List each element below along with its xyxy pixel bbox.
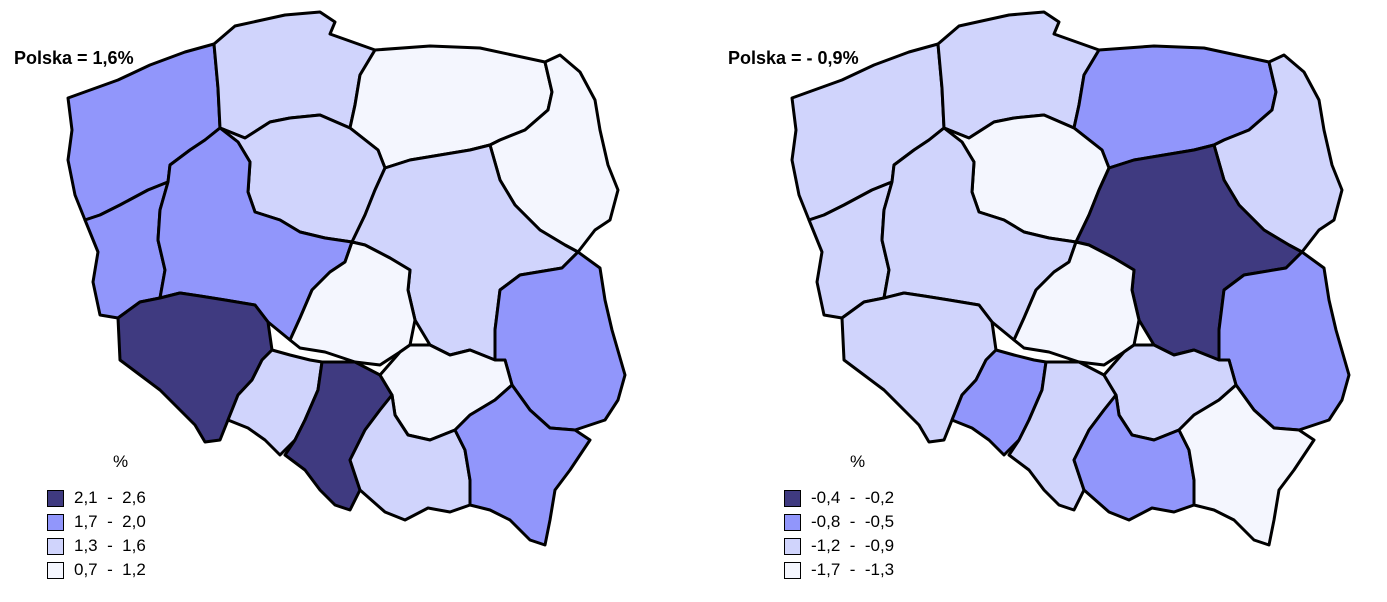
right-choropleth-map [790, 10, 1351, 547]
legend-item: -1,7 - -1,3 [784, 558, 1004, 582]
legend-swatch [784, 561, 801, 579]
legend-items: -0,4 - -0,2 -0,8 - -0,5 -1,2 - -0,9 -1,7… [784, 486, 1004, 582]
legend-item: -0,8 - -0,5 [784, 510, 1004, 534]
legend-item: 1,7 - 2,0 [47, 510, 267, 534]
legend-item: -1,2 - -0,9 [784, 534, 1004, 558]
region-podkarpackie [453, 383, 592, 547]
legend-swatch [47, 489, 64, 507]
legend-label: -0,4 - -0,2 [811, 488, 895, 507]
region-podkarpackie [1177, 383, 1316, 547]
legend-label: -1,2 - -0,9 [811, 536, 895, 555]
legend-label: 2,1 - 2,6 [74, 488, 146, 507]
legend-unit: % [850, 452, 866, 471]
legend-item: -0,4 - -0,2 [784, 486, 1004, 510]
region-lodzkie [1012, 240, 1141, 367]
country-average-label: Polska = 1,6% [14, 48, 134, 68]
legend-label: 0,7 - 1,2 [74, 560, 146, 579]
right-map-panel: Polska = - 0,9% % -0,4 - -0,2 -0,8 - -0,… [694, 0, 1387, 602]
region-opolskie [950, 348, 1048, 457]
legend-swatch [47, 561, 64, 579]
legend-item: 0,7 - 1,2 [47, 558, 267, 582]
region-malopolskie [348, 393, 472, 522]
legend-unit: % [113, 452, 129, 471]
legend-swatch [47, 537, 64, 555]
legend-label: 1,7 - 2,0 [74, 512, 146, 531]
region-opolskie [226, 348, 324, 457]
left-choropleth-map [66, 10, 627, 547]
legend-label: -0,8 - -0,5 [811, 512, 895, 531]
country-average-label: Polska = - 0,9% [728, 48, 859, 68]
legend-swatch [784, 489, 801, 507]
legend-label: 1,3 - 1,6 [74, 536, 146, 555]
legend-swatch [784, 513, 801, 531]
region-malopolskie [1072, 393, 1196, 522]
legend-item: 1,3 - 1,6 [47, 534, 267, 558]
legend-swatch [47, 513, 64, 531]
legend-label: -1,7 - -1,3 [811, 560, 895, 579]
legend-swatch [784, 537, 801, 555]
left-map-panel: Polska = 1,6% % 2,1 - 2,6 1,7 - 2,0 1,3 … [0, 0, 693, 602]
region-lodzkie [288, 240, 417, 367]
legend-items: 2,1 - 2,6 1,7 - 2,0 1,3 - 1,6 0,7 - 1,2 [47, 486, 267, 582]
legend-item: 2,1 - 2,6 [47, 486, 267, 510]
